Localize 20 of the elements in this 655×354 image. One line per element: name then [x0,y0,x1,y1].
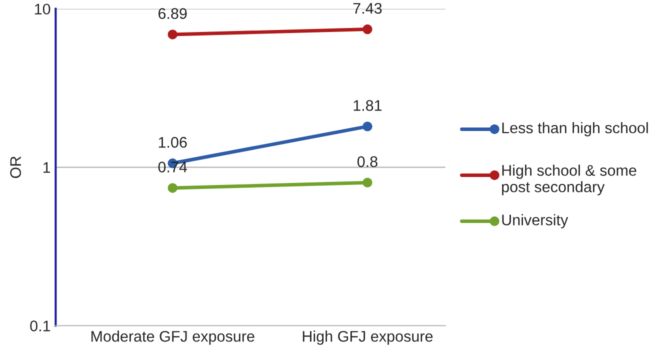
legend-label: Less than high school [502,122,648,136]
legend-label: High school & some post secondary [502,164,636,196]
point [168,30,178,40]
y-tick-label: 1 [43,162,50,173]
y-tick-label: 0.1 [30,320,50,332]
x-tick-label: Moderate GFJ exposure [91,330,254,345]
data-label: 1.06 [158,136,187,148]
point [362,122,372,132]
point [168,183,178,193]
x-tick-label: High GFJ exposure [302,330,433,345]
point [362,24,372,34]
data-label: 1.81 [354,100,382,111]
legend-label: University [502,214,568,228]
y-tick-label: 10 [34,4,50,15]
point [362,178,372,188]
data-label: 0.74 [158,162,188,172]
data-label: 0.8 [357,156,378,168]
data-label: 7.43 [353,2,382,14]
y-axis-title: OR [10,156,21,178]
data-label: 6.89 [158,8,187,19]
